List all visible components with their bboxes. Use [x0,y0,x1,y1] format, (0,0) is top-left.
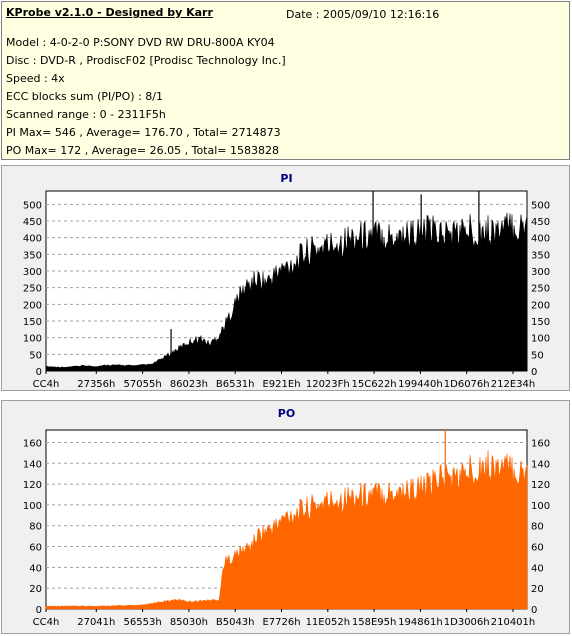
pi-ytick-left-6: 300 [23,267,42,278]
po-ytick-left-5: 100 [23,501,42,512]
po-ytick-left-4: 80 [29,522,42,533]
po-xtick-3: 85030h [170,617,208,628]
pi-series [45,212,528,372]
pi-xtick-10: 212E34h [491,379,535,390]
ecc-line: ECC blocks sum (PI/PO) : 8/1 [6,90,163,103]
po-ytick-left-3: 60 [29,543,42,554]
pi-ytick-left-7: 350 [23,250,42,261]
model-line: Model : 4-0-2-0 P:SONY DVD RW DRU-800A K… [6,36,275,49]
pi-ytick-left-2: 100 [23,334,42,345]
pi-ytick-right-1: 50 [531,350,544,361]
po-ytick-left-2: 40 [29,563,42,574]
po-xtick-8: 194861h [398,617,443,628]
po-xtick-5: E7726h [262,617,300,628]
po-ytick-left-0: 0 [36,605,42,616]
po-xtick-9: 1D3006h [444,617,490,628]
info-panel: KProbe v2.1.0 - Designed by Karr Date : … [1,1,570,160]
range-line: Scanned range : 0 - 2311F5h [6,108,166,121]
speed-line: Speed : 4x [6,72,65,85]
scan-date: Date : 2005/09/10 12:16:16 [286,8,440,21]
disc-line: Disc : DVD-R , ProdiscF02 [Prodisc Techn… [6,54,286,67]
pi-xtick-3: 86023h [170,379,208,390]
pi-ytick-right-10: 500 [531,200,550,211]
pi-xtick-0: CC4h [33,379,60,390]
pi-ytick-right-8: 400 [531,234,550,245]
pi-xtick-9: 1D6076h [444,379,490,390]
pi-ytick-right-4: 200 [531,300,550,311]
pi-xtick-4: B6531h [216,379,255,390]
pi-ytick-right-3: 150 [531,317,550,328]
pi-ytick-left-10: 500 [23,200,42,211]
po-chart: PO 0 0 20 20 40 40 60 60 80 80 100 100 120 120 140 140 16… [23,407,550,628]
po-ytick-right-4: 80 [531,522,544,533]
pi-ytick-right-9: 450 [531,217,550,228]
pi-xtick-7: 15C622h [352,379,397,390]
pi-ytick-left-8: 400 [23,234,42,245]
po-ytick-right-6: 120 [531,480,550,491]
pi-ytick-left-3: 150 [23,317,42,328]
po-xtick-1: 27041h [77,617,115,628]
pi-stats-line: PI Max= 546 , Average= 176.70 , Total= 2… [6,126,281,139]
pi-ytick-right-2: 100 [531,334,550,345]
po-ytick-right-1: 20 [531,584,544,595]
pi-xtick-1: 27356h [77,379,115,390]
po-ytick-right-8: 160 [531,438,550,449]
pi-ytick-left-5: 250 [23,284,42,295]
po-xtick-10: 210401h [491,617,536,628]
po-ytick-right-0: 0 [531,605,537,616]
po-ytick-right-2: 40 [531,563,544,574]
po-ytick-left-7: 140 [23,459,42,470]
pi-chart-title: PI [280,172,292,185]
pi-ytick-left-9: 450 [23,217,42,228]
pi-xtick-6: 12023Fh [306,379,350,390]
pi-xtick-5: E921Eh [262,379,300,390]
po-ytick-right-3: 60 [531,543,544,554]
pi-xtick-2: 57055h [124,379,162,390]
po-ytick-left-6: 120 [23,480,42,491]
pi-chart-panel: PI 0 0 50 50 100 100 150 150 200 200 250 250 300 300 35… [1,165,570,391]
pi-ytick-right-6: 300 [531,267,550,278]
po-xtick-4: B5043h [216,617,255,628]
pi-ytick-left-1: 50 [29,350,42,361]
po-chart-title: PO [278,407,295,420]
pi-ytick-right-5: 250 [531,284,550,295]
pi-xtick-8: 199440h [398,379,443,390]
po-ytick-right-5: 100 [531,501,550,512]
pi-ytick-right-7: 350 [531,250,550,261]
pi-ytick-right-0: 0 [531,367,537,378]
po-xtick-7: 158E95h [352,617,396,628]
pi-chart: PI 0 0 50 50 100 100 150 150 200 200 250 250 300 300 35… [23,172,550,390]
app-title: KProbe v2.1.0 - Designed by Karr [6,6,213,19]
po-chart-panel: PO 0 0 20 20 40 40 60 60 80 80 100 100 120 120 140 140 16… [1,400,570,634]
po-xtick-6: 11E052h [306,617,350,628]
po-xtick-0: CC4h [33,617,60,628]
po-xtick-2: 56553h [124,617,162,628]
pi-ytick-left-4: 200 [23,300,42,311]
po-ytick-left-1: 20 [29,584,42,595]
po-series [45,449,528,610]
po-ytick-left-8: 160 [23,438,42,449]
pi-ytick-left-0: 0 [36,367,42,378]
po-ytick-right-7: 140 [531,459,550,470]
po-stats-line: PO Max= 172 , Average= 26.05 , Total= 15… [6,144,279,157]
